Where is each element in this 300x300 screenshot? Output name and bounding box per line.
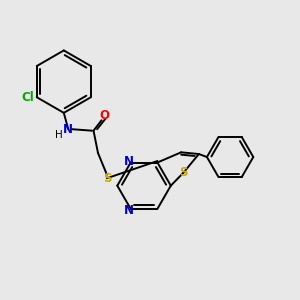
Text: H: H bbox=[55, 130, 63, 140]
Text: N: N bbox=[63, 123, 73, 136]
Text: O: O bbox=[99, 109, 109, 122]
Text: Cl: Cl bbox=[22, 91, 34, 104]
Text: S: S bbox=[103, 172, 111, 185]
Text: S: S bbox=[179, 166, 188, 179]
Text: N: N bbox=[124, 204, 134, 217]
Text: N: N bbox=[124, 154, 134, 167]
